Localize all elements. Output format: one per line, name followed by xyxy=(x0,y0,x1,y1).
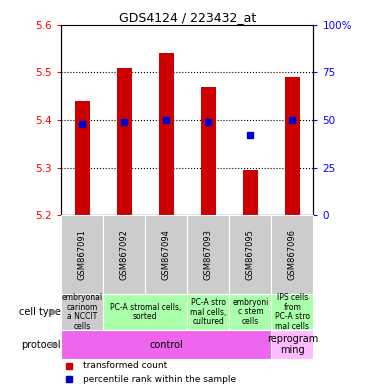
Text: protocol: protocol xyxy=(22,339,61,350)
Bar xyxy=(145,215,187,294)
Bar xyxy=(75,101,90,215)
Bar xyxy=(272,330,313,359)
Bar xyxy=(272,215,313,294)
Bar xyxy=(201,87,216,215)
Bar xyxy=(103,294,187,330)
Text: transformed count: transformed count xyxy=(83,361,168,370)
Bar xyxy=(243,170,258,215)
Text: embryonal
carinom
a NCCIT
cells: embryonal carinom a NCCIT cells xyxy=(62,293,103,331)
Bar xyxy=(229,215,272,294)
Text: PC-A stro
mal cells,
cultured: PC-A stro mal cells, cultured xyxy=(190,298,227,326)
Text: GSM867095: GSM867095 xyxy=(246,229,255,280)
Text: cell type: cell type xyxy=(19,307,61,317)
Text: percentile rank within the sample: percentile rank within the sample xyxy=(83,375,237,384)
Bar xyxy=(117,68,132,215)
Text: GSM867092: GSM867092 xyxy=(120,229,129,280)
Text: embryoni
c stem
cells: embryoni c stem cells xyxy=(232,298,269,326)
Title: GDS4124 / 223432_at: GDS4124 / 223432_at xyxy=(119,11,256,24)
Bar xyxy=(103,215,145,294)
Bar xyxy=(229,294,272,330)
Text: GSM867091: GSM867091 xyxy=(78,229,87,280)
Text: reprogram
ming: reprogram ming xyxy=(267,334,318,356)
Bar xyxy=(61,215,103,294)
Bar xyxy=(285,77,300,215)
Bar xyxy=(272,294,313,330)
Bar xyxy=(159,53,174,215)
Bar xyxy=(187,294,229,330)
Bar xyxy=(61,294,103,330)
Text: PC-A stromal cells,
sorted: PC-A stromal cells, sorted xyxy=(109,303,181,321)
Bar xyxy=(187,215,229,294)
Text: GSM867093: GSM867093 xyxy=(204,229,213,280)
Bar xyxy=(61,330,272,359)
Text: IPS cells
from
PC-A stro
mal cells: IPS cells from PC-A stro mal cells xyxy=(275,293,310,331)
Text: GSM867094: GSM867094 xyxy=(162,229,171,280)
Text: control: control xyxy=(150,339,183,350)
Text: GSM867096: GSM867096 xyxy=(288,229,297,280)
